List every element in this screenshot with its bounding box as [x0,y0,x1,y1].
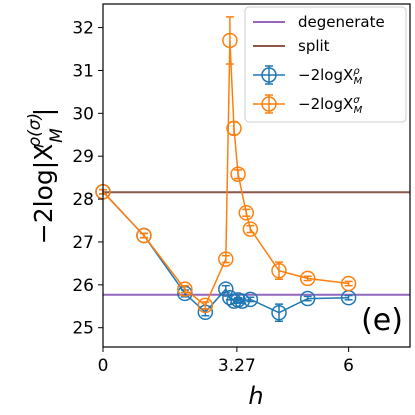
legend-sigma-label: −2logXσ M [298,95,363,116]
y-tick-label: 29 [72,147,94,167]
data-point [226,120,242,137]
y-tick-label: 28 [72,190,94,210]
legend-split-label: split [298,37,330,55]
legend-box [244,6,407,123]
panel-label: (e) [361,303,403,338]
plot-frame [102,3,411,348]
y-axis-label-bar: | [29,108,58,116]
data-point [136,227,152,244]
y-axis-label-main: −2log|X [29,144,58,245]
x-tick-label: 0 [98,356,109,376]
legend-rho-swatch [253,65,285,85]
x-tick-label: 3.27 [218,356,256,376]
data-point [340,275,357,292]
y-tick-label: 32 [72,19,94,39]
data-point [242,221,259,237]
svg-text:−2log|Xρ(σ)M|: −2log|Xρ(σ) M | [25,108,67,244]
legend: degenerate split −2logXρ M −2logXσ M [244,6,407,123]
data-point [299,270,316,287]
data-point [177,281,193,297]
legend-degenerate-label: degenerate [298,13,385,31]
y-tick-label: 31 [72,61,94,81]
y-axis-label-sup: ρ(σ) [25,113,45,148]
data-point [230,166,246,182]
y-axis-label: −2log|Xρ(σ) M | [25,108,67,244]
y-axis-label-sub: M [47,128,67,143]
data-point [218,251,234,267]
data-point [222,32,238,49]
y-tick-label: 27 [72,233,94,253]
x-axis-label: h [248,382,263,410]
data-point [238,205,255,221]
x-tick-label: 6 [343,356,354,376]
data-point [242,291,259,308]
y-tick-label: 26 [72,276,94,296]
series-layer [95,16,357,323]
legend-sigma-swatch [253,94,285,114]
data-point [218,281,234,297]
x-ticks: 0 3.27 6 [98,347,354,376]
data-point [271,262,287,279]
legend-rho-label: −2logXρ M [298,66,363,87]
data-point [299,290,316,307]
y-tick-label: 25 [72,319,94,339]
y-tick-label: 30 [72,104,94,124]
data-point [197,297,214,314]
y-ticks: 25 26 27 28 29 30 31 32 [72,19,103,339]
series-1 [95,16,357,314]
data-point [271,304,287,321]
